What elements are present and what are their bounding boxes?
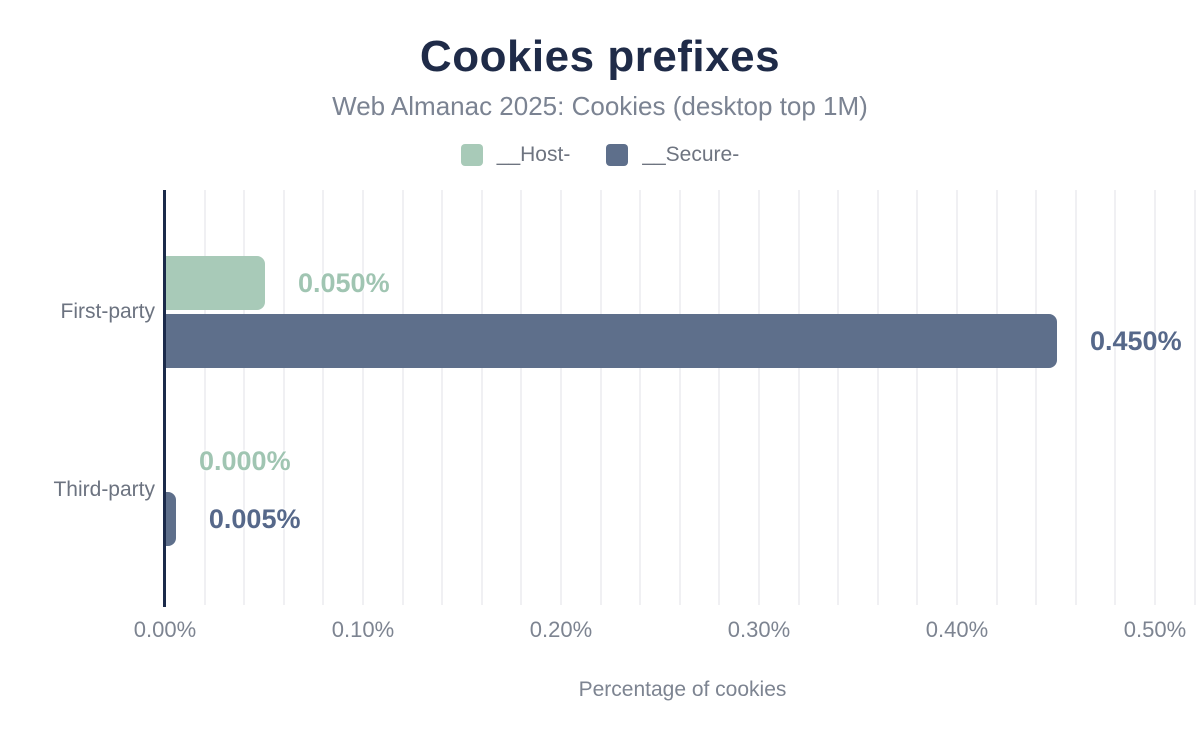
x-tick-label: 0.40%: [925, 617, 989, 642]
legend: __Host- __Secure-: [0, 142, 1200, 168]
value-label: 0.000%: [199, 446, 291, 476]
gridline: [401, 190, 404, 605]
gridline: [243, 190, 246, 605]
gridline: [639, 190, 642, 605]
chart-subtitle: Web Almanac 2025: Cookies (desktop top 1…: [332, 91, 868, 121]
gridline: [718, 190, 721, 605]
bar-host[interactable]: [166, 256, 265, 310]
x-tick-label: 0.30%: [727, 617, 791, 642]
y-axis-line: [163, 190, 166, 607]
category-label: Third-party: [53, 478, 155, 501]
gridline: [203, 190, 206, 605]
x-tick-label: 0.50%: [1123, 617, 1187, 642]
gridline: [1154, 190, 1156, 605]
gridline: [441, 190, 444, 605]
gridline: [1193, 190, 1196, 605]
x-tick-label: 0.10%: [331, 617, 395, 642]
gridline: [758, 190, 760, 605]
gridline: [282, 190, 285, 605]
bar-secure[interactable]: [166, 492, 176, 546]
gridline: [1074, 190, 1077, 605]
x-tick-label: 0.20%: [529, 617, 593, 642]
gridline: [956, 190, 958, 605]
legend-label: __Host-: [496, 143, 571, 166]
gridline: [520, 190, 523, 605]
legend-swatch-icon: [460, 144, 483, 166]
gridline: [1114, 190, 1117, 605]
gridline: [480, 190, 483, 605]
gridline: [995, 190, 998, 605]
category-label: First-party: [60, 300, 156, 323]
value-label: 0.450%: [1090, 326, 1182, 356]
value-label: 0.005%: [208, 504, 301, 534]
x-axis-title: Percentage of cookies: [578, 678, 787, 701]
gridline: [322, 190, 325, 605]
legend-swatch-icon: [606, 144, 629, 166]
bar-secure[interactable]: [166, 314, 1057, 368]
gridline: [362, 190, 364, 605]
chart-title: Cookies prefixes: [419, 32, 781, 81]
legend-item-secure[interactable]: __Secure-: [606, 143, 739, 167]
gridline: [876, 190, 879, 605]
gridline: [678, 190, 681, 605]
gridline: [837, 190, 840, 605]
gridline: [599, 190, 602, 605]
gridline: [916, 190, 919, 605]
gridline: [797, 190, 800, 605]
gridline: [560, 190, 562, 605]
gridline: [1035, 190, 1038, 605]
legend-item-host[interactable]: __Host-: [460, 143, 571, 167]
value-label: 0.050%: [298, 268, 390, 298]
x-tick-label: 0.00%: [133, 617, 197, 642]
legend-label: __Secure-: [642, 143, 740, 166]
